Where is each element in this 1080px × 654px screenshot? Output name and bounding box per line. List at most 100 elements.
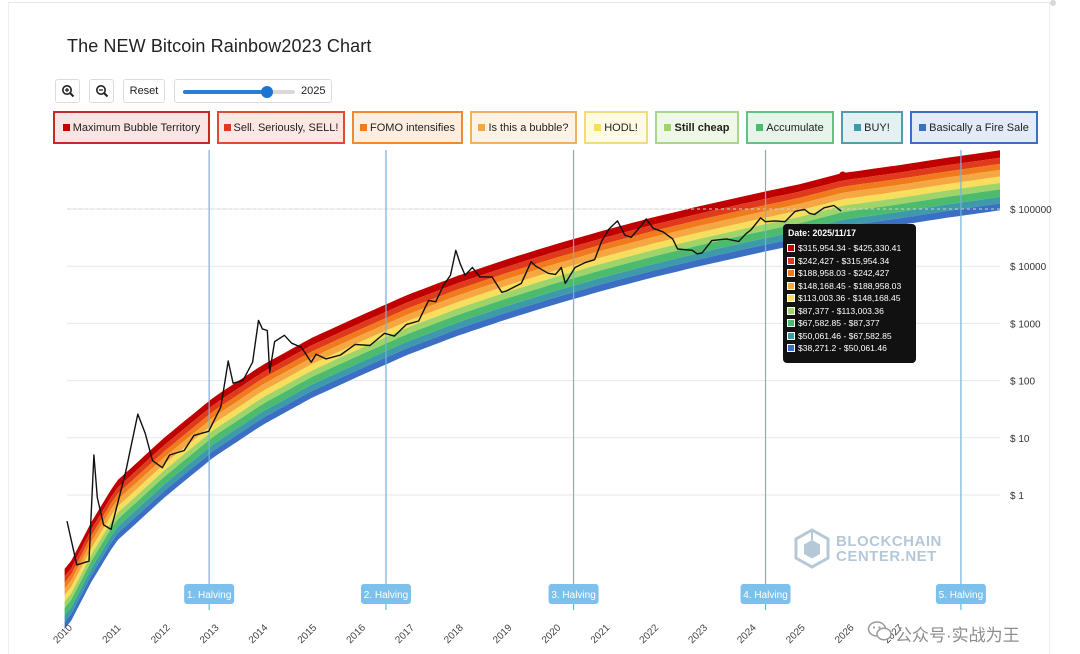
x-tick-label: 2021 [589,622,613,646]
legend-item[interactable]: Basically a Fire Sale [910,111,1038,144]
tooltip-row: $67,582.85 - $87,377 [787,317,912,330]
tooltip-swatch [787,269,795,278]
y-tick-label: $ 1 [1010,491,1024,502]
x-tick-label: 2013 [198,622,222,646]
tooltip-row: $38,271.2 - $50,061.46 [787,342,912,355]
x-tick-label: 2022 [638,622,662,646]
tooltip-range: $188,958.03 - $242,427 [798,268,890,279]
watermark-text: BLOCKCHAIN CENTER.NET [836,534,942,564]
halving-label: 3. Halving [551,590,595,601]
halving-label: 1. Halving [187,590,231,601]
legend-label: BUY! [864,121,890,134]
halving-label-box [548,584,599,604]
zoom-out-button[interactable] [89,79,114,103]
halving-label: 5. Halving [939,590,983,601]
tooltip-row: $148,168.45 - $188,958.03 [787,280,912,293]
legend-label: Sell. Seriously, SELL! [233,121,339,134]
legend-item[interactable]: Maximum Bubble Territory [53,111,210,144]
tooltip-row: $113,003.36 - $148,168.45 [787,292,912,305]
tooltip-swatch [787,256,795,265]
rainbow-legend: Maximum Bubble Territory Sell. Seriously,… [53,111,1043,145]
year-slider[interactable]: 2025 [174,79,332,103]
legend-swatch [664,124,672,131]
legend-swatch [223,124,231,131]
legend-item[interactable]: Sell. Seriously, SELL! [217,111,345,144]
legend-swatch [756,124,764,131]
legend-label: Maximum Bubble Territory [72,121,201,134]
tooltip-row: $315,954.34 - $425,330.41 [787,242,912,255]
zoom-out-icon [95,85,108,98]
legend-swatch [919,124,927,131]
legend-swatch [594,124,602,131]
legend-swatch [854,124,862,131]
year-slider-fill [183,90,267,94]
x-tick-label: 2023 [687,622,711,646]
x-tick-label: 2024 [735,622,759,646]
reset-button[interactable]: Reset [123,79,165,103]
tooltip-range: $50,061.46 - $67,582.85 [798,330,892,341]
y-tick-label: $ 1000 [1010,319,1041,330]
halving-labels: 1. Halving 2. Halving 3. Halving 4. Halving… [184,584,986,604]
halving-label: 2. Halving [364,590,408,601]
year-slider-track[interactable] [183,86,295,98]
blockchaincenter-watermark: BLOCKCHAIN CENTER.NET [792,528,957,570]
year-slider-value: 2025 [301,85,326,97]
halving-label-box [360,584,411,604]
legend-item[interactable]: Is this a bubble? [470,111,577,144]
y-axis: $ 100000 $ 10000 $ 1000 $ 100 $ 10 $ 1 [1010,205,1052,502]
halving-lines [208,150,962,610]
tooltip-rows: $315,954.34 - $425,330.41 $242,427 - $315… [787,242,912,355]
btc-price-line [66,204,842,566]
x-tick-label: 2015 [296,622,320,646]
x-axis: 2010 2011 2012 2013 2014 2015 2016 2017 2018 2019… [51,622,905,646]
legend-item[interactable]: HODL! [584,111,648,144]
y-tick-label: $ 100000 [1010,205,1052,216]
legend-item[interactable]: Still cheap [655,111,739,144]
legend-item[interactable]: BUY! [841,111,903,144]
tooltip-date: Date: 2025/11/17 [788,228,856,238]
tooltip-range: $242,427 - $315,954.34 [798,255,890,266]
legend-label: FOMO intensifies [370,121,455,134]
legend-swatch [62,124,70,131]
x-tick-label: 2011 [101,622,124,645]
tooltip-swatch [787,319,795,328]
x-tick-label: 2016 [345,622,369,646]
y-tick-label: $ 10 [1010,434,1030,445]
x-tick-label: 2018 [442,622,466,646]
tooltip-row: $87,377 - $113,003.36 [787,305,912,318]
halving-label-box [935,584,986,604]
tooltip-swatch [787,294,795,303]
legend-item[interactable]: Accumulate [746,111,834,144]
x-tick-label: 2014 [247,622,271,646]
x-tick-label: 2019 [491,622,515,646]
tooltip-range: $113,003.36 - $148,168.45 [798,293,901,304]
y-tick-label: $ 10000 [1010,262,1047,273]
tooltip-range: $315,954.34 - $425,330.41 [798,243,902,254]
tooltip-row: $188,958.03 - $242,427 [787,267,912,280]
legend-item[interactable]: FOMO intensifies [352,111,463,144]
tooltip-swatch [787,344,795,353]
tooltip-range: $38,271.2 - $50,061.46 [798,343,887,354]
legend-swatch [478,124,486,131]
cube-logo-icon [794,528,830,569]
x-tick-label: 2025 [784,622,808,646]
halving-label: 4. Halving [743,590,787,601]
legend-label: Is this a bubble? [488,121,569,134]
wechat-caption-text: 公众号·实战为王 [895,626,1020,645]
frame-right-border [1049,2,1050,654]
legend-swatch [360,124,368,131]
frame-top-border [8,2,1050,3]
x-tick-label: 2012 [149,622,173,646]
tooltip-range: $67,582.85 - $87,377 [798,318,880,329]
x-tick-label: 2017 [393,622,417,646]
page-title: The NEW Bitcoin Rainbow2023 Chart [67,36,372,56]
tooltip-swatch [787,331,795,340]
x-tick-label: 2026 [833,622,857,646]
halving-label-box [184,584,235,604]
year-slider-thumb[interactable] [261,86,273,98]
zoom-in-button[interactable] [55,79,80,103]
halving-label-box [740,584,791,604]
window-control-dot[interactable] [1050,0,1056,6]
